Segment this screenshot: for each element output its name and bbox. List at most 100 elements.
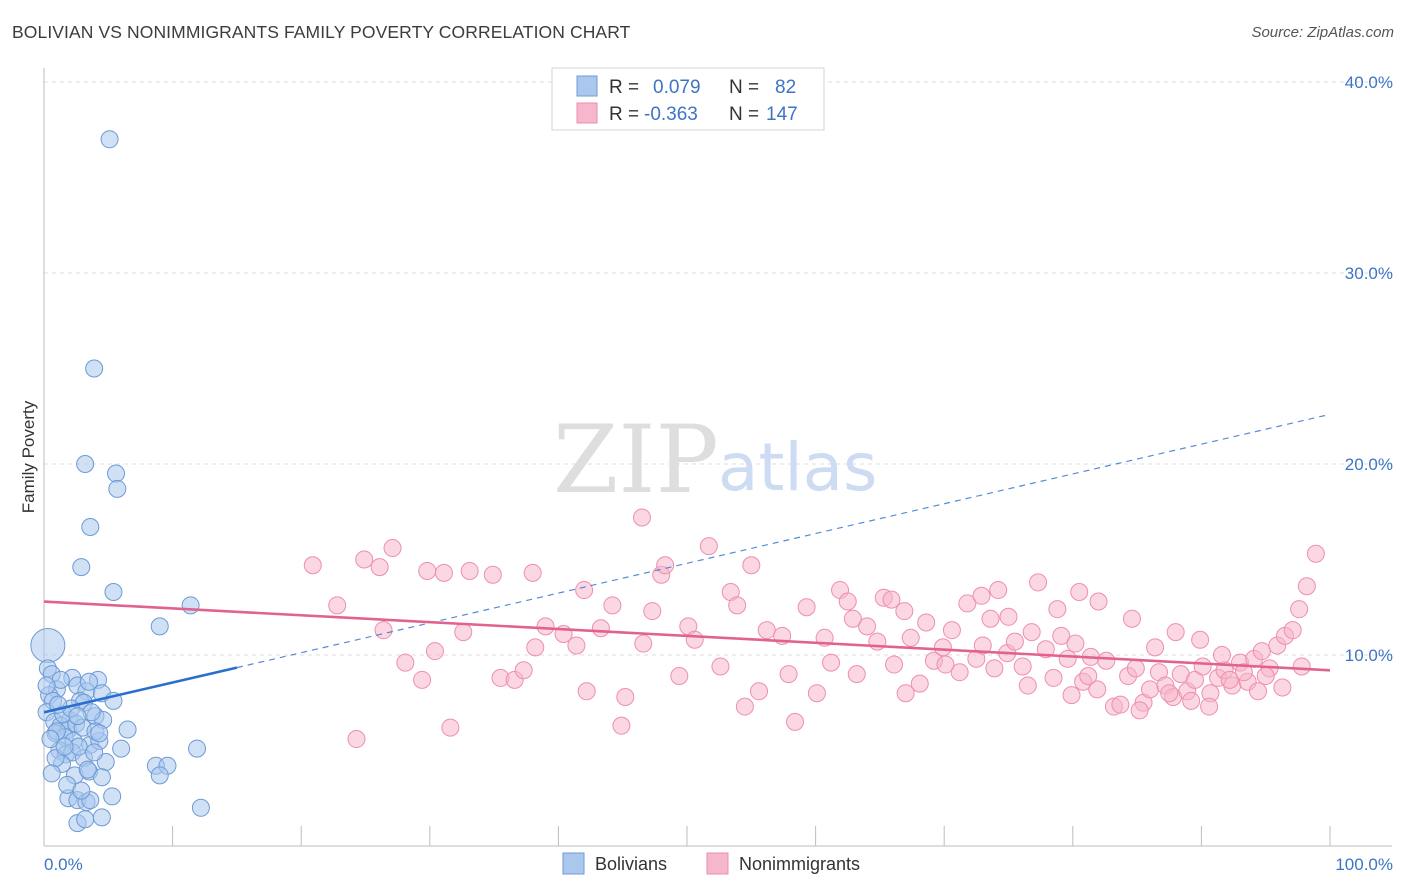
nonimmigrants-point [797, 598, 816, 617]
stats-r-value: -0.363 [644, 104, 698, 125]
stats-n-value: 147 [766, 104, 798, 125]
bolivians-point [76, 810, 95, 829]
bolivians-point [55, 737, 74, 756]
nonimmigrants-point [917, 613, 936, 632]
bolivians-point [30, 627, 66, 663]
nonimmigrants-point [643, 602, 662, 621]
nonimmigrants-point [425, 642, 444, 661]
nonimmigrants-point [1048, 600, 1067, 619]
nonimmigrants-point [910, 674, 929, 693]
chart-source: Source: ZipAtlas.com [1251, 24, 1394, 41]
nonimmigrants-point [441, 718, 460, 737]
nonimmigrants-point [1306, 544, 1325, 563]
nonimmigrants-point [460, 561, 479, 580]
nonimmigrants-point [742, 556, 761, 575]
bolivians-point [108, 479, 127, 498]
nonimmigrants-point [1297, 577, 1316, 596]
y-tick-label: 10.0% [1345, 646, 1393, 665]
stats-r-value: 0.079 [653, 77, 701, 98]
legend: Bolivians Nonimmigrants [562, 852, 860, 875]
nonimmigrants-point [999, 607, 1018, 626]
stats-swatch-nonimmigrants [576, 102, 598, 124]
nonimmigrants-point [603, 596, 622, 615]
y-axis-label: Family Poverty [19, 400, 38, 513]
nonimmigrants-point [942, 621, 961, 640]
nonimmigrants-point [1166, 623, 1185, 642]
nonimmigrants-point [981, 609, 1000, 628]
stats-n-value: 82 [775, 77, 796, 98]
nonimmigrants-point [434, 563, 453, 582]
bolivians-point [76, 455, 95, 473]
nonimmigrants-point [958, 594, 977, 613]
nonimmigrants-point [1036, 640, 1055, 659]
legend-swatch-nonimmigrants [706, 852, 729, 875]
nonimmigrants-point [885, 655, 904, 674]
nonimmigrants-point [972, 586, 991, 605]
bolivians-point [41, 730, 60, 749]
nonimmigrants-point [838, 592, 857, 611]
legend-label-nonimmigrants: Nonimmigrants [739, 854, 860, 874]
bolivians-point [191, 798, 210, 817]
nonimmigrants-point [1248, 682, 1267, 701]
watermark-atlas: atlas [718, 429, 878, 506]
legend-label-bolivians: Bolivians [595, 854, 667, 874]
x-tick-label: 100.0% [1335, 855, 1393, 874]
nonimmigrants-point [612, 716, 631, 735]
nonimmigrants-point [1292, 657, 1311, 676]
nonimmigrants-point [634, 634, 653, 653]
nonimmigrants-point [396, 653, 415, 672]
chart-title: BOLIVIAN VS NONIMMIGRANTS FAMILY POVERTY… [12, 22, 631, 42]
nonimmigrants-point [779, 665, 798, 684]
nonimmigrants-point [1200, 697, 1219, 716]
nonimmigrants-point [1097, 651, 1116, 670]
nonimmigrants-point [843, 609, 862, 628]
bolivians-point [80, 672, 99, 691]
nonimmigrants-point [1185, 670, 1204, 689]
stats-n-label: N = [729, 104, 759, 125]
nonimmigrants-point [858, 617, 877, 636]
nonimmigrants-point [575, 581, 594, 600]
nonimmigrants-point [632, 508, 651, 527]
nonimmigrants-point [1062, 686, 1081, 705]
nonimmigrants-point [567, 636, 586, 655]
trend-lines [43, 413, 1331, 714]
bolivians-point [85, 359, 104, 378]
nonimmigrants-point [699, 537, 718, 556]
bolivians-point [107, 464, 126, 483]
nonimmigrants-point [1079, 667, 1098, 686]
bolivians-point [150, 617, 169, 636]
nonimmigrants-point [989, 581, 1008, 600]
nonimmigrants-point [523, 563, 542, 582]
nonimmigrants-point [1005, 632, 1024, 651]
stats-swatch-bolivians [576, 75, 598, 97]
nonimmigrants-point [1252, 642, 1271, 661]
nonimmigrants-point [895, 602, 914, 621]
nonimmigrants-point [1273, 678, 1292, 697]
nonimmigrants-point [685, 630, 704, 649]
bolivians-point [90, 724, 109, 743]
tick-labels: 10.0% 20.0% 30.0% 40.0% 0.0% 100.0% [44, 73, 1393, 874]
nonimmigrants-point [413, 670, 432, 689]
nonimmigrants-point [454, 623, 473, 642]
bolivians-point [112, 739, 131, 758]
nonimmigrants-point [1044, 668, 1063, 687]
nonimmigrants-point [933, 638, 952, 657]
watermark-zip: ZIP [553, 406, 719, 515]
bolivians-point [72, 781, 91, 800]
nonimmigrants-point [1018, 676, 1037, 695]
bolivians-point [103, 787, 122, 806]
nonimmigrants-point [750, 682, 769, 701]
nonimmigrants-point [847, 665, 866, 684]
nonimmigrants-point [1122, 609, 1141, 628]
x-tick-label: 0.0% [44, 855, 83, 874]
nonimmigrants-point [591, 619, 610, 638]
bolivians-trend-extension [236, 413, 1331, 669]
nonimmigrants-point [418, 561, 437, 580]
bolivians-point [92, 808, 111, 827]
nonimmigrants-point [1022, 623, 1041, 642]
nonimmigrants-point [1070, 582, 1089, 601]
nonimmigrants-point [374, 621, 393, 640]
bolivians-point [104, 582, 123, 601]
nonimmigrants-point [616, 688, 635, 707]
